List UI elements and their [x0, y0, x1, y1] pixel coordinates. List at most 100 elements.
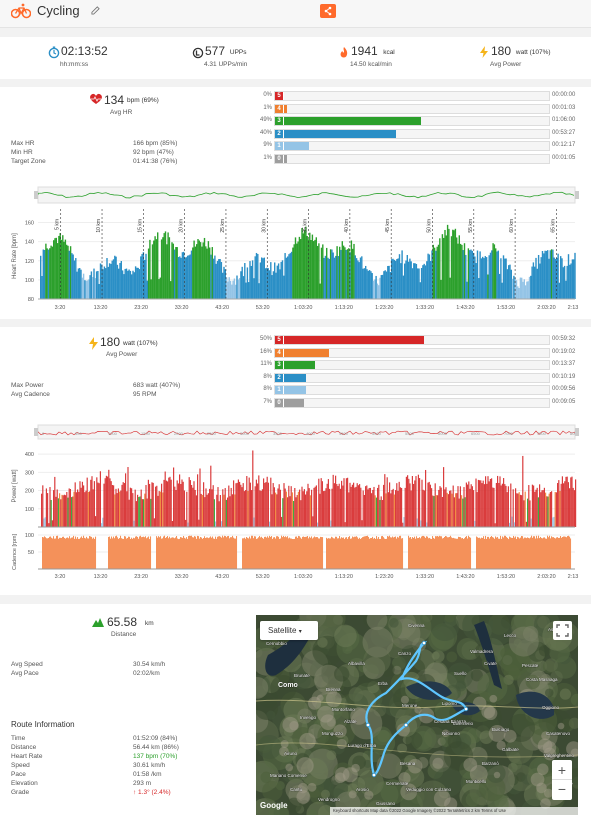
cadence-bar: [211, 537, 213, 569]
cadence-bar: [167, 536, 169, 569]
map-type-button[interactable]: Satellite ▾: [260, 621, 318, 640]
cadence-bar: [494, 538, 496, 569]
power-bar: [159, 491, 161, 527]
map-type-label: Satellite: [268, 626, 297, 635]
map[interactable]: Como Brunate Cernobbio Albavilla Erba Canzo Le…: [256, 615, 578, 815]
cadence-bar: [355, 536, 357, 569]
summary-sub: Avg Power: [490, 61, 522, 68]
power-bar: [343, 478, 345, 527]
cadence-bar: [393, 537, 395, 569]
hr-bar: [190, 250, 193, 299]
cadence-bar: [559, 537, 561, 569]
cadence-bar: [454, 538, 456, 569]
power-bar: [252, 450, 254, 527]
urban-patch: [335, 767, 350, 782]
hr-bar: [179, 256, 181, 299]
power-bar: [265, 482, 267, 527]
power-series: [41, 450, 577, 527]
scroller-tick: 1500: [141, 431, 151, 436]
cadence-bar: [420, 538, 422, 569]
hr-bar: [142, 252, 145, 299]
zone-track: 2: [274, 372, 550, 383]
cadence-bar: [51, 537, 53, 569]
cadence-bar: [458, 536, 460, 569]
zone-bar: [275, 117, 422, 125]
cadence-bar: [68, 538, 70, 569]
cadence-bar: [261, 536, 263, 569]
cadence-bar: [280, 538, 282, 569]
map-place-label: Albavilla: [348, 661, 365, 666]
hr-bar: [58, 235, 60, 299]
power-bar: [157, 495, 159, 527]
power-bar: [469, 488, 471, 527]
cadence-bar: [337, 538, 339, 569]
route-marker[interactable]: [463, 706, 469, 712]
cadence-bar: [208, 538, 210, 569]
scroller-handle-left[interactable]: [34, 191, 38, 199]
cadence-bar: [287, 536, 289, 569]
hr-bar: [323, 257, 325, 299]
cadence-bar: [259, 535, 261, 569]
hr-bar: [345, 249, 347, 299]
power-bar: [395, 490, 397, 527]
route-path[interactable]: [365, 640, 468, 777]
route-marker[interactable]: [371, 772, 377, 778]
cadence-bar: [129, 536, 131, 569]
power-bar: [119, 491, 121, 527]
power-bar: [168, 477, 170, 527]
edit-icon[interactable]: [91, 6, 100, 15]
zoom-in-button[interactable]: +: [552, 760, 572, 780]
power-bar: [464, 497, 466, 527]
satellite-map[interactable]: ComoBrunateCernobbioAlbavillaErbaCanzoLe…: [256, 615, 578, 815]
power-bar: [482, 480, 484, 527]
hr-bar: [166, 244, 168, 299]
stat-value: 683 watt (407%): [133, 382, 181, 389]
power-bar: [276, 494, 278, 527]
cadence-bar: [133, 537, 135, 569]
cadence-bar: [503, 537, 505, 569]
route-marker[interactable]: [421, 640, 427, 646]
power-bar: [223, 494, 225, 527]
share-button[interactable]: [320, 4, 336, 18]
hr-bar: [51, 246, 54, 299]
zone-track: 4: [274, 103, 550, 114]
zone-bar: [275, 142, 310, 150]
cadence-bar: [53, 536, 55, 569]
hr-bar: [467, 248, 470, 299]
hr-bar: [180, 257, 182, 299]
cadence-bar: [304, 537, 306, 569]
scroller-handle-right[interactable]: [575, 191, 579, 199]
cadence-bar: [512, 537, 514, 569]
hr-bar: [218, 259, 220, 299]
power-bar: [531, 484, 533, 527]
hr-bar: [388, 265, 390, 299]
x-tick-label: 13:20: [94, 574, 108, 580]
cadence-bar: [515, 536, 517, 569]
hr-bar: [402, 275, 405, 299]
power-bar: [267, 482, 269, 527]
scroller-handle-left[interactable]: [34, 428, 38, 436]
power-bar: [500, 485, 502, 527]
cadence-bar: [345, 537, 347, 569]
route-marker[interactable]: [365, 722, 371, 728]
power-bar: [201, 494, 203, 527]
power-bar: [307, 483, 309, 527]
scroller-handle-right[interactable]: [575, 428, 579, 436]
power-bar: [117, 488, 119, 527]
terrain-patch: [366, 615, 388, 631]
summary-stat: 180 watt (107%) Avg Power: [478, 43, 588, 75]
power-bar: [93, 481, 95, 527]
power-bar: [349, 482, 351, 527]
power-bar: [477, 479, 479, 527]
route-marker[interactable]: [403, 722, 409, 728]
x-tick-label: 43:20: [215, 305, 229, 311]
cadence-bar: [141, 537, 143, 569]
cadence-bar: [233, 537, 235, 569]
cadence-bar: [291, 538, 293, 569]
power-bar: [171, 520, 173, 527]
power-bar: [476, 492, 478, 527]
fullscreen-button[interactable]: [553, 621, 572, 640]
map-place-label: Vendrogno: [318, 797, 340, 802]
zoom-out-button[interactable]: −: [557, 781, 567, 797]
hr-bar: [114, 255, 116, 299]
